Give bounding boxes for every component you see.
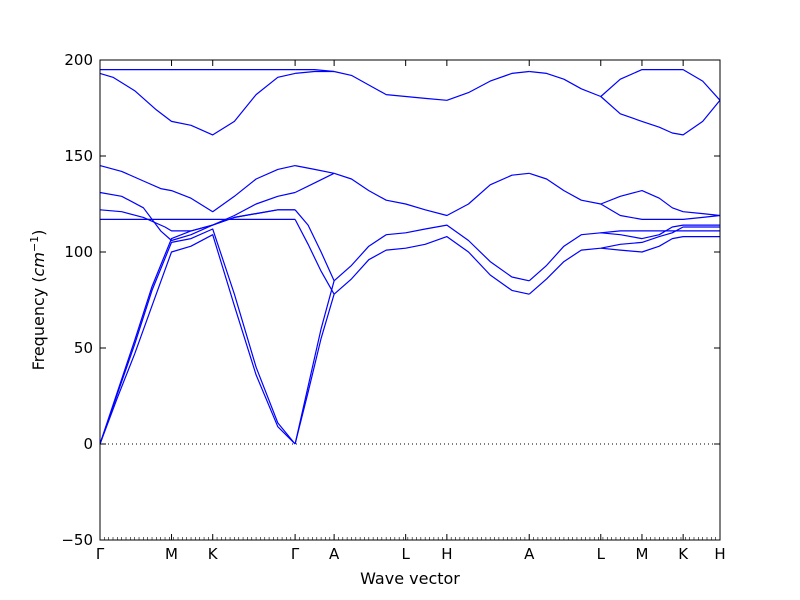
- kpoint-label-8: L: [597, 545, 606, 563]
- band-line-15: [295, 70, 335, 74]
- band-line-3: [99, 209, 296, 232]
- band-line-2: [99, 209, 296, 445]
- kpoint-label-2: K: [208, 545, 219, 563]
- kpoint-label-6: H: [441, 545, 452, 563]
- band-line-21: [528, 226, 720, 295]
- kpoint-label-7: A: [524, 545, 535, 563]
- y-tick-layer: [100, 59, 720, 541]
- y-axis-title: Frequency (cm−1): [28, 230, 48, 371]
- band-line-27: [529, 70, 721, 136]
- band-line-13: [294, 172, 335, 194]
- kpoint-label-1: M: [165, 545, 178, 563]
- band-line-5: [99, 191, 296, 242]
- band-line-14: [294, 165, 335, 174]
- kpoint-label-3: Γ: [291, 545, 300, 563]
- kpoint-label-4: A: [329, 545, 340, 563]
- y-tick-label-layer: −50 0 50 100 150 200: [61, 51, 93, 549]
- band-line-20: [333, 70, 530, 101]
- kpoint-label-11: H: [714, 545, 725, 563]
- band-line-9: [294, 294, 335, 445]
- y-axis-unit-exp: −1: [28, 236, 41, 252]
- y-tick-label-4: 150: [64, 147, 93, 165]
- kpoint-label-10: K: [678, 545, 689, 563]
- y-axis-unit-base: cm: [29, 252, 48, 276]
- band-line-24: [600, 230, 720, 234]
- y-tick-label-1: 0: [83, 435, 93, 453]
- series-layer: [99, 69, 721, 445]
- band-line-6: [99, 165, 296, 213]
- band-line-10: [294, 280, 335, 445]
- kpoint-label-0: Γ: [96, 545, 105, 563]
- x-axis-title: Wave vector: [360, 569, 460, 588]
- y-axis-title-text: Frequency: [29, 288, 48, 371]
- band-line-17: [333, 236, 530, 295]
- band-line-23: [600, 236, 720, 253]
- band-line-11: [294, 209, 335, 282]
- plot-area: [99, 59, 721, 541]
- band-line-28: [600, 69, 721, 101]
- band-line-7: [99, 72, 296, 136]
- y-tick-label-3: 100: [64, 243, 93, 261]
- band-line-25: [529, 172, 721, 217]
- band-line-18: [333, 224, 530, 282]
- kpoint-label-9: M: [635, 545, 648, 563]
- band-line-0: [99, 234, 296, 445]
- band-line-26: [600, 203, 721, 220]
- band-line-16: [295, 69, 335, 73]
- kpoint-tick-layer: [99, 60, 721, 540]
- band-line-12: [294, 219, 335, 295]
- band-line-1: [99, 228, 296, 445]
- y-tick-label-0: −50: [61, 531, 93, 549]
- band-line-19: [333, 172, 530, 217]
- band-line-22: [528, 224, 720, 282]
- y-tick-label-5: 200: [64, 51, 93, 69]
- plot-frame: [99, 59, 721, 541]
- y-tick-label-2: 50: [74, 339, 93, 357]
- kpoint-label-5: L: [401, 545, 410, 563]
